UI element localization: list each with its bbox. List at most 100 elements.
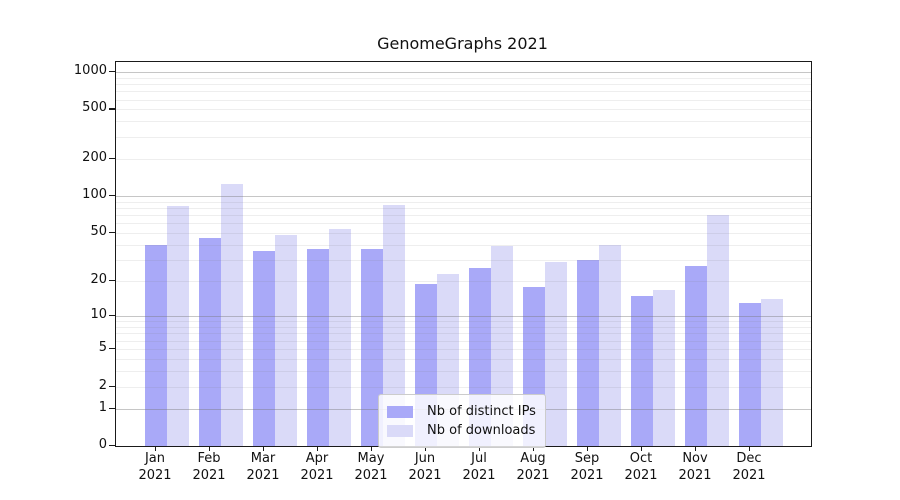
y-tick-mark [109,280,115,282]
bar-downloads-apr [329,229,351,446]
gridline-minor [116,386,811,388]
x-tick-label: Oct 2021 [624,451,658,483]
legend-label-downloads: Nb of downloads [427,423,536,438]
gridline-minor [116,158,811,160]
bar-downloads-jan [167,206,189,446]
gridline-minor [116,136,811,138]
y-tick-label: 1 [98,399,107,415]
legend-label-distinct-ips: Nb of distinct IPs [427,404,536,419]
legend-swatch-distinct-ips-icon [387,405,413,418]
x-tick-label: Sep 2021 [570,451,604,483]
bar-downloads-sep [599,244,621,446]
gridline-minor [116,349,811,350]
x-tick-mark [155,446,157,451]
bar-distinct-ips-apr [307,249,329,446]
bar-downloads-dec [761,299,783,446]
legend: Nb of distinct IPs Nb of downloads [378,394,546,448]
gridline-major [116,196,811,198]
x-tick-mark [209,446,211,451]
x-tick-mark [263,446,265,451]
x-tick-mark [749,446,751,451]
gridline-minor [116,340,811,342]
x-tick-label: May 2021 [354,451,388,483]
bar-downloads-oct [653,289,675,446]
y-tick-mark [109,445,115,447]
gridline-minor [116,244,811,246]
y-tick-mark [109,385,115,387]
y-tick-label: 1000 [73,62,107,78]
gridline-minor [116,358,811,360]
y-tick-label: 200 [82,149,107,165]
y-tick-mark [109,407,115,409]
gridline-minor [116,333,811,335]
bar-distinct-ips-mar [253,250,275,446]
y-tick-label: 10 [90,307,107,323]
gridline-minor [116,370,811,372]
x-tick-mark [479,446,481,451]
y-tick-mark [109,232,115,234]
y-tick-mark [109,348,115,350]
bar-distinct-ips-oct [631,295,653,446]
bar-downloads-may [383,204,405,446]
y-tick-label: 50 [90,224,107,240]
gridline-major [116,71,811,73]
x-tick-mark [425,446,427,451]
x-tick-mark [587,446,589,451]
x-tick-mark [695,446,697,451]
x-tick-label: Dec 2021 [732,451,766,483]
legend-item-downloads: Nb of downloads [387,422,536,439]
x-tick-mark [317,446,319,451]
bar-downloads-feb [221,183,243,446]
gridline-minor [116,281,811,283]
y-tick-mark [109,108,115,110]
y-tick-label: 2 [98,377,107,393]
gridline-minor [116,83,811,85]
x-tick-mark [533,446,535,451]
gridline-minor [116,208,811,209]
x-tick-mark [641,446,643,451]
y-tick-mark [109,195,115,197]
x-tick-label: Jun 2021 [408,451,442,483]
y-tick-label: 20 [90,272,107,288]
gridline-minor [116,215,811,217]
gridline-minor [116,321,811,323]
x-tick-label: Jul 2021 [462,451,496,483]
bar-distinct-ips-feb [199,237,221,446]
bar-downloads-nov [707,215,729,446]
bar-distinct-ips-nov [685,265,707,446]
plot-area: Nb of distinct IPs Nb of downloads [115,61,812,448]
bar-distinct-ips-may [361,249,383,446]
gridline-minor [116,99,811,101]
bar-distinct-ips-jan [145,244,167,446]
x-tick-label: Aug 2021 [516,451,550,483]
bar-distinct-ips-sep [577,260,599,446]
y-tick-label: 0 [98,437,107,452]
gridline-minor [116,260,811,261]
gridline-minor [116,327,811,328]
gridline-minor [116,223,811,225]
y-tick-label: 5 [98,340,107,355]
gridline-minor [116,77,811,79]
legend-item-distinct-ips: Nb of distinct IPs [387,403,536,420]
gridline-minor [116,201,811,203]
y-tick-label: 500 [82,100,107,116]
bar-distinct-ips-dec [739,303,761,446]
y-tick-label: 100 [82,187,107,203]
gridline-minor [116,109,811,111]
gridline-major [116,316,811,318]
y-tick-mark [109,157,115,160]
x-tick-label: Mar 2021 [246,451,280,483]
x-tick-label: Jan 2021 [138,451,172,483]
bar-downloads-aug [545,261,567,446]
x-tick-label: Nov 2021 [678,451,712,483]
gridline-minor [116,121,811,123]
y-tick-mark [109,70,115,73]
y-tick-mark [109,315,115,317]
gridline-minor [116,233,811,235]
gridline-minor [116,91,811,93]
x-tick-label: Feb 2021 [192,451,226,483]
legend-swatch-downloads-icon [387,424,413,437]
bar-downloads-mar [275,235,297,446]
chart-title: GenomeGraphs 2021 [377,34,548,53]
